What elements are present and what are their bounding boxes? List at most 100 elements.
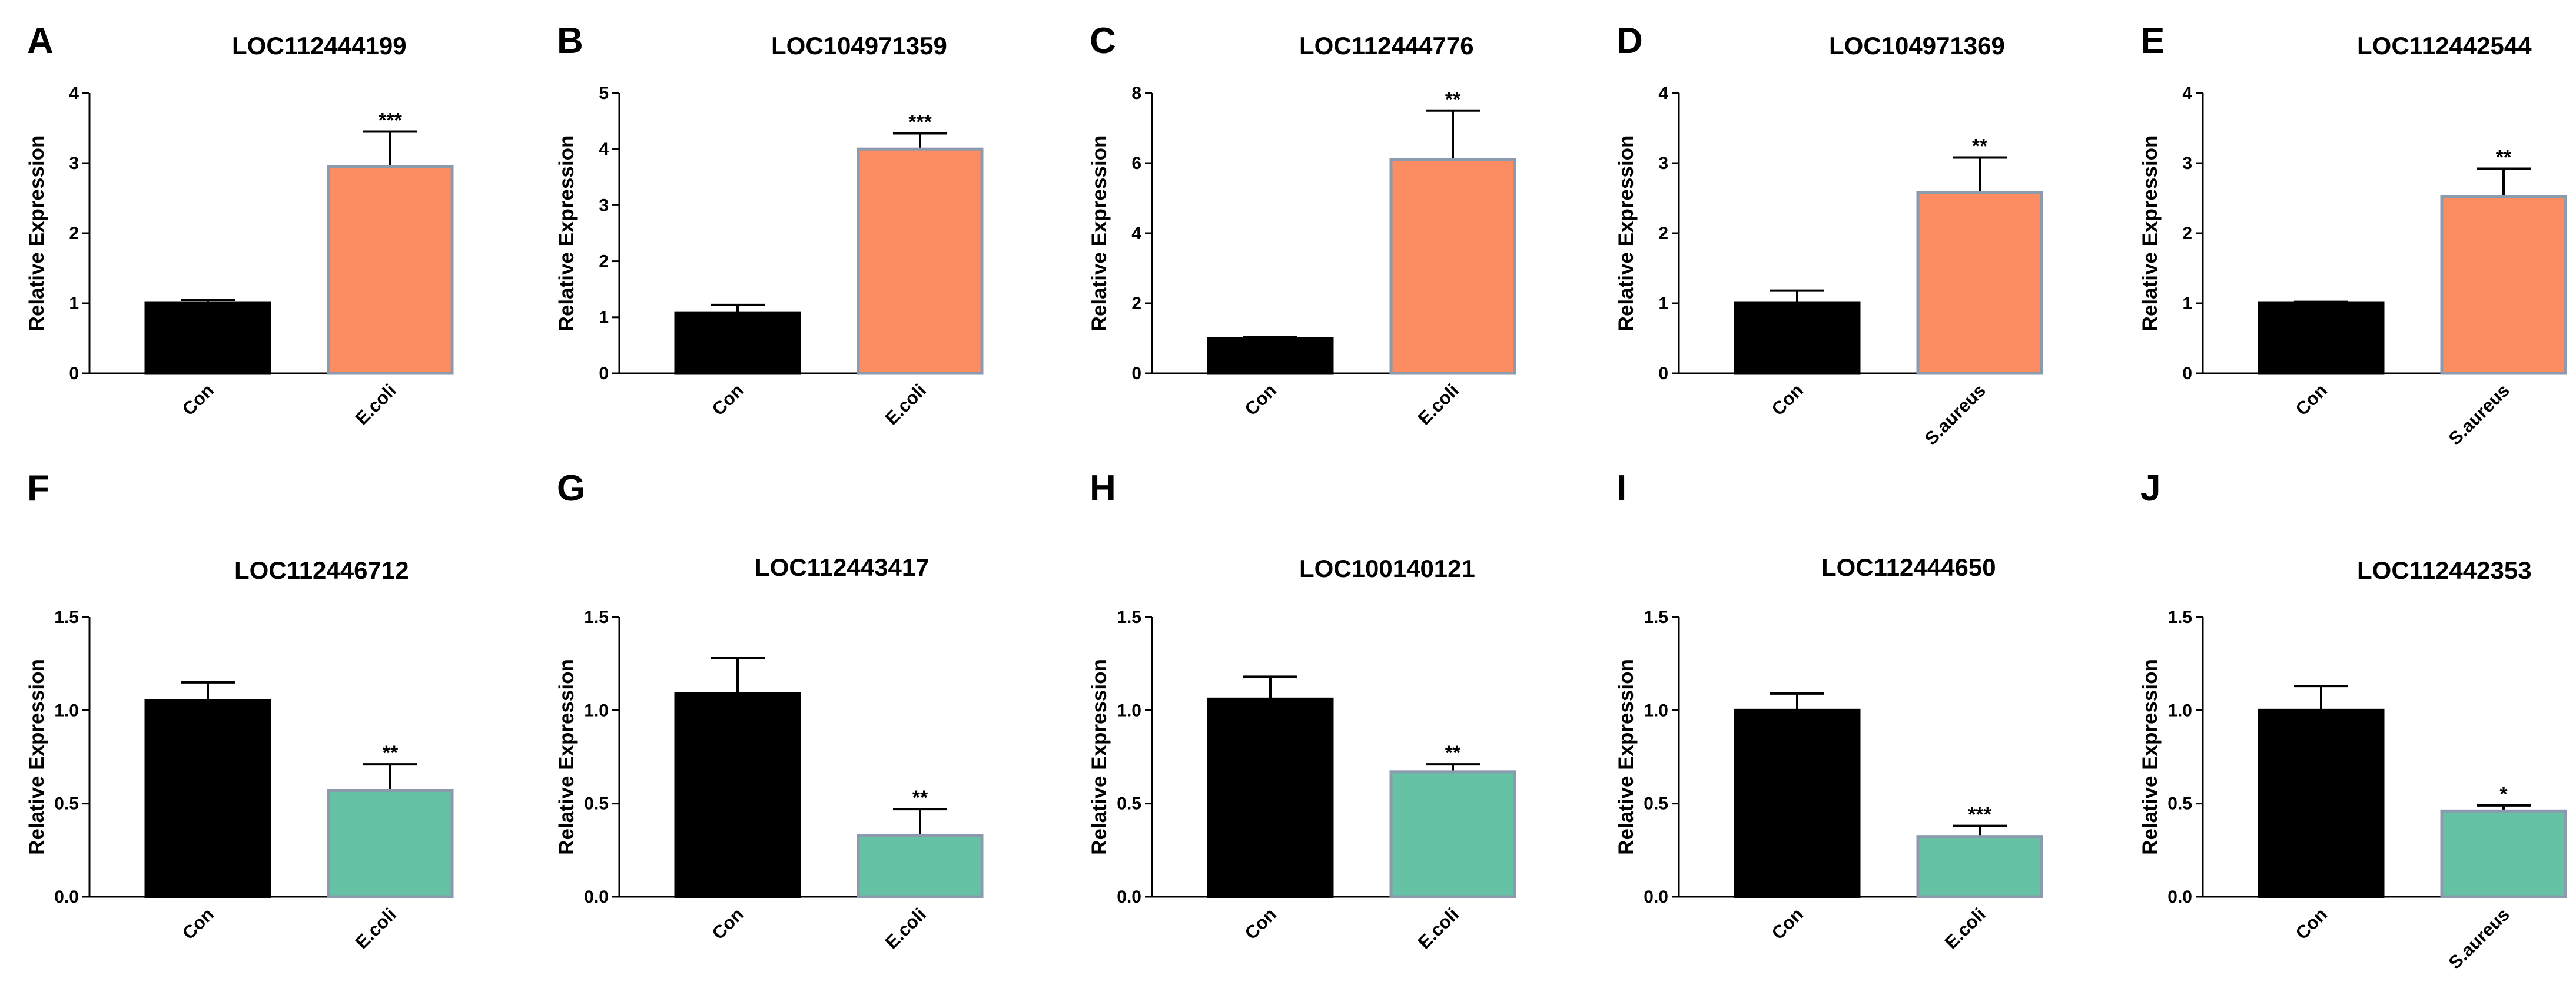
y-axis-label: Relative Expression [25, 135, 48, 331]
x-category-label: Con [708, 904, 748, 943]
significance-marker: ** [912, 787, 928, 809]
y-tick-label: 1.0 [1117, 701, 1141, 720]
y-tick-label: 0.5 [1117, 794, 1141, 814]
y-tick-label: 0.0 [1117, 887, 1141, 907]
chart-title: LOC112444199 [232, 32, 407, 59]
y-tick-label: 0.0 [1644, 887, 1668, 907]
x-category-label: Con [178, 380, 218, 419]
y-tick-label: 5 [599, 84, 609, 103]
y-axis-label: Relative Expression [2139, 135, 2162, 331]
y-tick-label: 4 [1131, 224, 1141, 243]
x-category-label: Con [1241, 380, 1280, 419]
y-tick-label: 4 [2182, 84, 2192, 103]
bar-con [144, 699, 271, 898]
significance-marker: *** [908, 111, 932, 134]
x-category-label: Con [708, 380, 748, 419]
y-tick-label: 0 [1131, 364, 1141, 383]
chart-title: LOC112444776 [1299, 32, 1474, 59]
panel-letter: G [557, 468, 585, 509]
bar-con [144, 301, 271, 375]
significance-marker: *** [379, 109, 402, 131]
y-tick-label: 3 [1658, 154, 1668, 173]
bar-con [1734, 708, 1861, 898]
significance-marker: ** [1445, 88, 1461, 111]
x-category-label: Con [1241, 904, 1280, 943]
y-tick-label: 1.0 [584, 701, 609, 720]
bar-ecoli [857, 834, 984, 898]
chart-title: LOC112444650 [1821, 553, 1996, 581]
significance-marker: ** [1972, 135, 1988, 157]
x-category-label: Con [1768, 380, 1807, 419]
bar-saureus [2440, 809, 2567, 898]
x-category-label: E.coli [881, 904, 930, 953]
panel-letter: J [2140, 468, 2160, 509]
x-category-label: E.coli [1941, 904, 1990, 953]
x-category-label: Con [178, 904, 218, 943]
y-tick-label: 2 [1131, 294, 1141, 313]
significance-marker: * [2499, 783, 2508, 805]
chart-title: LOC112446712 [234, 556, 409, 584]
x-category-label: Con [2292, 380, 2331, 419]
y-tick-label: 4 [69, 84, 79, 103]
panel-letter: E [2140, 21, 2165, 61]
chart-title: LOC112443417 [755, 553, 930, 581]
significance-marker: ** [2496, 147, 2512, 169]
y-tick-label: 2 [69, 224, 79, 243]
y-tick-label: 0.5 [2167, 794, 2192, 814]
bar-con [1207, 697, 1334, 898]
y-axis-label: Relative Expression [1088, 659, 1111, 855]
y-tick-label: 0.0 [54, 887, 79, 907]
y-tick-label: 8 [1131, 84, 1141, 103]
y-axis-label: Relative Expression [555, 659, 578, 855]
bar-con [1734, 301, 1861, 375]
x-category-label: Con [2292, 904, 2331, 943]
y-tick-label: 1.5 [584, 608, 609, 627]
y-tick-label: 1 [2182, 294, 2192, 313]
y-tick-label: 2 [1658, 224, 1668, 243]
y-tick-label: 3 [69, 154, 79, 173]
x-category-label: S.aureus [2445, 904, 2514, 973]
chart-panel-h: H LOC100140121 0.0 0.5 1.0 1.5 Relative Expres… [1088, 468, 1516, 953]
bar-con [674, 692, 801, 898]
chart-panel-e: E LOC112442544 0 1 2 3 4 Relative Expression Con… [2139, 21, 2567, 449]
y-tick-label: 0.0 [2167, 887, 2192, 907]
panel-letter: H [1090, 468, 1116, 509]
y-tick-label: 1.5 [1117, 608, 1141, 627]
y-tick-label: 0.0 [584, 887, 609, 907]
x-category-label: E.coli [351, 380, 400, 429]
significance-marker: *** [1968, 804, 1991, 826]
significance-marker: ** [383, 742, 399, 764]
panel-letter: B [557, 21, 583, 61]
panel-letter: A [27, 21, 54, 61]
y-axis-label: Relative Expression [1615, 135, 1638, 331]
y-tick-label: 1.0 [54, 701, 79, 720]
y-axis-label: Relative Expression [1088, 135, 1111, 331]
y-tick-label: 2 [2182, 224, 2192, 243]
y-tick-label: 0 [2182, 364, 2192, 383]
y-tick-label: 1.5 [1644, 608, 1668, 627]
panel-letter: C [1090, 21, 1116, 61]
y-tick-label: 0.5 [584, 794, 609, 814]
bar-con [2258, 708, 2385, 898]
bar-ecoli [327, 789, 454, 898]
chart-panel-a: A LOC112444199 0 1 2 3 4 Relative Expression Con… [25, 21, 454, 429]
y-tick-label: 0 [69, 364, 79, 383]
chart-title: LOC104971369 [1829, 32, 2005, 59]
y-tick-label: 1 [1658, 294, 1668, 313]
bar-con [674, 311, 801, 375]
chart-title: LOC104971359 [771, 32, 947, 59]
y-axis-label: Relative Expression [25, 659, 48, 855]
panel-letter: I [1616, 468, 1626, 509]
x-category-label: E.coli [1414, 904, 1463, 953]
y-tick-label: 1.5 [54, 608, 79, 627]
chart-panel-d: D LOC104971369 0 1 2 3 4 Relative Expression Con… [1615, 21, 2043, 449]
y-axis-label: Relative Expression [1615, 659, 1638, 855]
x-category-label: Con [1768, 904, 1807, 943]
y-tick-label: 0 [1658, 364, 1668, 383]
y-tick-label: 4 [599, 140, 609, 159]
y-tick-label: 2 [599, 252, 609, 271]
x-category-label: E.coli [351, 904, 400, 953]
bar-con [2258, 301, 2385, 375]
y-tick-label: 1 [69, 294, 79, 313]
